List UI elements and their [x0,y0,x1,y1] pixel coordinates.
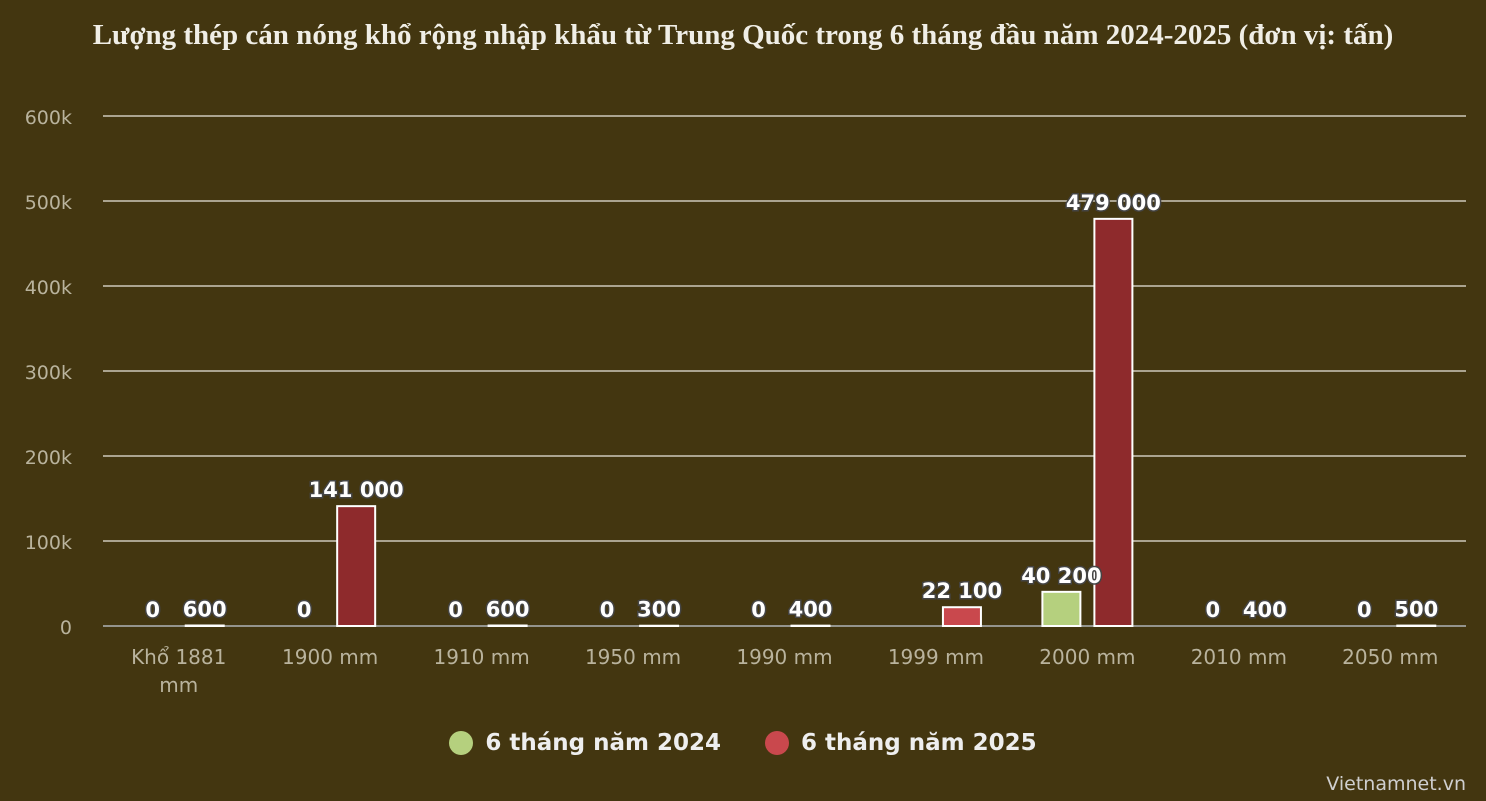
x-tick-label: 1900 mm [282,645,378,669]
y-tick-label: 200k [25,447,72,469]
chart-title: Lượng thép cán nóng khổ rộng nhập khẩu t… [92,19,1394,51]
data-label: 0 [600,598,615,622]
data-label: 0 [1357,598,1372,622]
x-tick-label: 1910 mm [433,645,529,669]
x-tick-label: mm [159,673,198,697]
x-tick-label: 1990 mm [736,645,832,669]
data-label: 479 000 [1066,191,1161,215]
y-tick-label: 100k [25,532,72,554]
data-label: 0 [751,598,766,622]
x-tick-label: 2010 mm [1191,645,1287,669]
bar-2024[interactable] [1041,590,1082,628]
x-tick-label: 2050 mm [1342,645,1438,669]
data-label: 300 [637,598,681,622]
y-tick-label: 600k [25,107,72,129]
data-label: 0 [1206,598,1221,622]
data-label: 500 [1394,598,1438,622]
data-label: 22 100 [922,579,1002,603]
legend-marker-2024 [449,731,474,755]
legend-label-2024: 6 tháng năm 2024 [485,730,721,756]
x-tick-label: 2000 mm [1039,645,1135,669]
x-tick-label: Khổ 1881 [131,645,226,669]
x-tick-label: 1999 mm [888,645,984,669]
legend-item-2024[interactable]: 6 tháng năm 2024 [449,730,721,756]
source-credit: Vietnamnet.vn [1326,773,1466,795]
data-label: 600 [486,597,530,621]
bar-2025[interactable] [336,505,377,627]
y-tick-label: 300k [25,362,72,384]
data-label: 400 [1243,598,1287,622]
legend-item-2025[interactable]: 6 tháng năm 2025 [765,730,1037,756]
data-label: 600 [183,597,227,621]
legend-marker-2025 [765,731,789,755]
y-tick-label: 500k [25,192,72,214]
data-label: 141 000 [309,478,404,502]
data-label: 40 200 [1021,564,1101,588]
x-tick-label: 1950 mm [585,645,681,669]
bar-2025[interactable] [487,624,528,627]
bar-2025[interactable] [941,606,982,628]
data-label: 400 [789,598,833,622]
bar-2025[interactable] [184,624,225,627]
y-tick-label: 400k [25,277,72,299]
legend: 6 tháng năm 2024 6 tháng năm 2025 [0,730,1486,756]
legend-label-2025: 6 tháng năm 2025 [801,730,1037,756]
y-tick-label: 0 [60,617,72,639]
data-label: 0 [145,598,160,622]
data-label: 0 [297,598,312,622]
bar-2025[interactable] [1093,217,1134,627]
data-label: 0 [448,598,463,622]
